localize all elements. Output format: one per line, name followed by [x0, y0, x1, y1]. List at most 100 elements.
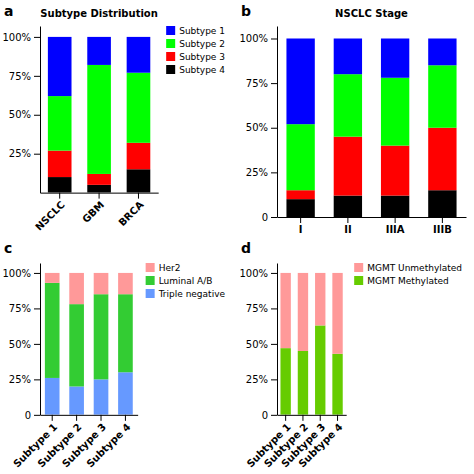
chart-container: 25%50%75%100%NSCLCGBMBRCASubtype Distrib… [0, 0, 474, 474]
x-tick-label: I [299, 224, 303, 235]
x-axis: IIIIIIAIIIB [278, 217, 467, 235]
x-axis-line [278, 217, 467, 218]
y-tick-mark [34, 37, 40, 38]
legend-swatch [166, 52, 175, 61]
y-tick: 100% [2, 32, 40, 43]
bar-series [286, 190, 456, 217]
bar [127, 169, 151, 192]
legend-label: Subtype 2 [179, 39, 225, 49]
x-tick-mark [76, 415, 77, 421]
x-tick: BRCA [116, 193, 145, 229]
bar [334, 38, 362, 74]
y-axis-line [40, 264, 41, 416]
bar [381, 78, 409, 146]
panel-label: a [4, 3, 13, 19]
y-tick-mark [271, 308, 277, 309]
x-tick-mark [52, 415, 53, 421]
y-tick-mark [271, 273, 277, 274]
y-tick: 50% [246, 339, 277, 350]
legend: MGMT UnmethylatedMGMT Methylated [354, 263, 462, 286]
bar-series [280, 273, 342, 354]
bar [127, 73, 151, 143]
y-tick: 0 [262, 212, 277, 223]
y-tick-mark [271, 415, 277, 416]
y-tick: 100% [2, 268, 40, 279]
y-tick: 25% [9, 148, 40, 159]
x-tick-mark [59, 193, 60, 199]
legend-item: Triple negative [146, 289, 226, 299]
bar [94, 273, 109, 294]
bar [286, 124, 314, 190]
legend-swatch [146, 263, 155, 272]
y-tick-mark [34, 154, 40, 155]
y-tick-label: 75% [246, 78, 268, 89]
bar [332, 354, 342, 415]
x-tick: II [344, 217, 351, 235]
legend-label: Triple negative [158, 289, 226, 299]
x-tick: Subtype 4 [296, 415, 344, 470]
bar [280, 273, 290, 348]
bar [48, 177, 72, 193]
x-tick-mark [99, 193, 100, 199]
y-axis: 025%50%75%100% [2, 264, 40, 421]
bar [428, 65, 456, 127]
x-tick-mark [442, 217, 443, 223]
y-tick-label: 75% [246, 303, 268, 314]
y-tick-label: 0 [262, 410, 268, 421]
panel-label: c [4, 240, 12, 256]
bar [381, 196, 409, 217]
x-tick-mark [101, 415, 102, 421]
y-tick: 50% [9, 339, 40, 350]
bars [45, 273, 133, 415]
bar [87, 37, 111, 65]
y-tick: 50% [9, 109, 40, 120]
legend-item: Subtype 1 [166, 26, 225, 36]
y-tick-label: 0 [25, 410, 31, 421]
y-tick: 25% [246, 374, 277, 385]
legend-item: Subtype 3 [166, 52, 225, 62]
legend-label: Luminal A/B [159, 276, 213, 286]
y-tick-mark [34, 115, 40, 116]
y-tick-mark [34, 308, 40, 309]
x-tick-mark [302, 415, 303, 421]
bars [280, 273, 342, 415]
y-tick-label: 100% [239, 268, 268, 279]
bar [45, 283, 60, 378]
x-tick-mark [125, 415, 126, 421]
y-tick-label: 50% [9, 109, 31, 120]
x-tick-mark [300, 217, 301, 223]
y-tick: 75% [246, 78, 277, 89]
bar [87, 185, 111, 193]
y-tick-label: 25% [9, 374, 31, 385]
bar [48, 37, 72, 96]
x-tick: IIIB [433, 217, 452, 235]
y-axis-line [277, 27, 278, 218]
x-tick-label: NSCLC [33, 199, 67, 233]
panel: 25%50%75%100%NSCLCGBMBRCASubtype Distrib… [2, 3, 225, 233]
plot: 25%50%75%100%NSCLCGBMBRCASubtype Distrib… [2, 8, 158, 233]
x-axis: NSCLCGBMBRCA [33, 193, 159, 233]
y-axis-line [40, 27, 41, 194]
legend-item: Subtype 2 [166, 39, 225, 49]
x-tick: I [299, 217, 303, 235]
y-tick-mark [34, 273, 40, 274]
y-tick-mark [271, 344, 277, 345]
y-tick-label: 25% [9, 148, 31, 159]
y-tick-mark [271, 83, 277, 84]
y-tick-label: 50% [246, 122, 268, 133]
y-tick: 25% [9, 374, 40, 385]
legend-item: Her2 [146, 263, 181, 273]
y-tick-mark [271, 172, 277, 173]
panel: 025%50%75%100%Subtype 1Subtype 2Subtype … [239, 240, 462, 469]
bar [286, 199, 314, 217]
y-tick-mark [34, 415, 40, 416]
bar-series [286, 38, 456, 124]
plot: 025%50%75%100%Subtype 1Subtype 2Subtype … [2, 264, 138, 470]
x-axis: Subtype 1Subtype 2Subtype 3Subtype 4 [11, 415, 138, 470]
bar [118, 372, 133, 415]
y-axis: 0 25% 50% 75% 100% [239, 264, 277, 421]
x-tick-label: Subtype 4 [296, 421, 344, 469]
plot: 025%50%75%100%Subtype 1Subtype 2Subtype … [239, 264, 346, 470]
y-tick-mark [271, 38, 277, 39]
y-tick-label: 100% [2, 268, 31, 279]
